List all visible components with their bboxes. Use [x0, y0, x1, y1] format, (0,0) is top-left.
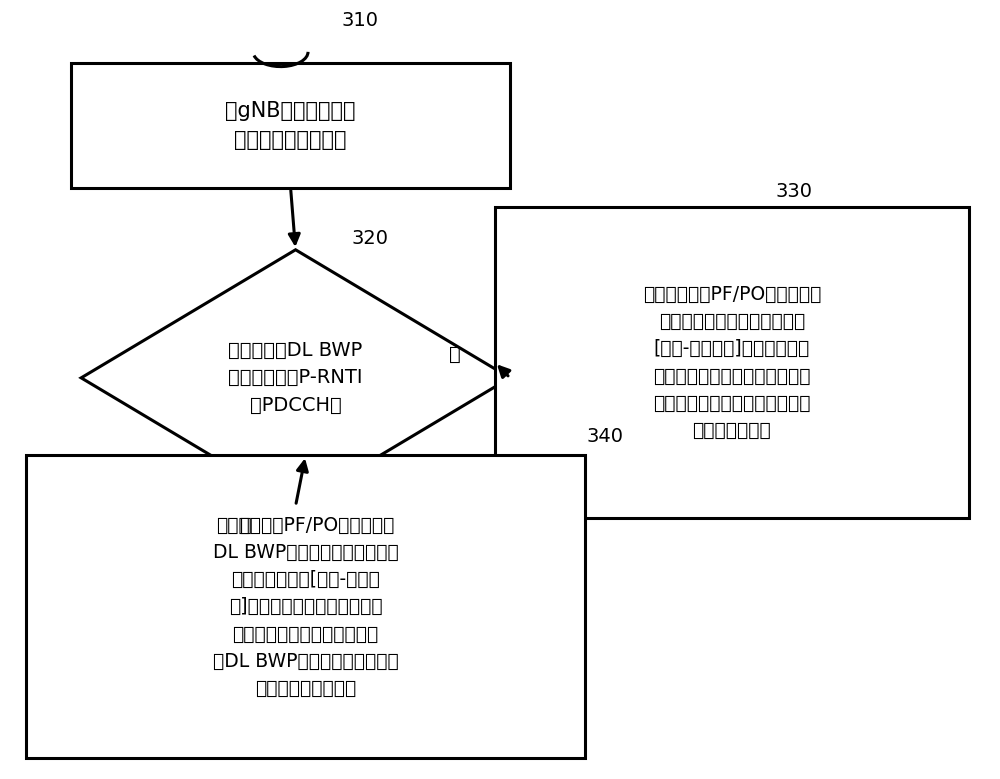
Text: 从gNB接收寻呼搜索
空间配置和寻呼参数: 从gNB接收寻呼搜索 空间配置和寻呼参数: [225, 101, 356, 150]
Text: 否: 否: [240, 516, 252, 535]
Bar: [71, 63, 510, 188]
Text: 330: 330: [776, 182, 813, 201]
Text: 使用以下确定PF/PO：在系统信
息中接收的寻呼搜索空间配置
[寻呼-搜索空间]；在系统信息
中接收的第一类型的寻呼参数；
以及在系统信息中接收的第二类
型的寻: 使用以下确定PF/PO：在系统信 息中接收的寻呼搜索空间配置 [寻呼-搜索空间]…: [643, 284, 821, 440]
Text: 使用以下确定PF/PO：针对这个
DL BWP接收在专用信令中的寻
呼搜索空间配置[寻呼-搜索空
间]；在系统信息中接收的第一
类型的寻呼参数；以及针对这
个D: 使用以下确定PF/PO：针对这个 DL BWP接收在专用信令中的寻 呼搜索空间配…: [213, 516, 398, 698]
Bar: [26, 456, 585, 758]
Text: 340: 340: [586, 427, 623, 446]
Bar: [495, 207, 969, 517]
Polygon shape: [81, 250, 510, 506]
Text: 310: 310: [342, 11, 379, 30]
Text: 是: 是: [449, 345, 461, 364]
Text: 320: 320: [352, 229, 389, 248]
Text: 需要在初始DL BWP
中监视寻址到P-RNTI
的PDCCH吗: 需要在初始DL BWP 中监视寻址到P-RNTI 的PDCCH吗: [228, 341, 363, 414]
